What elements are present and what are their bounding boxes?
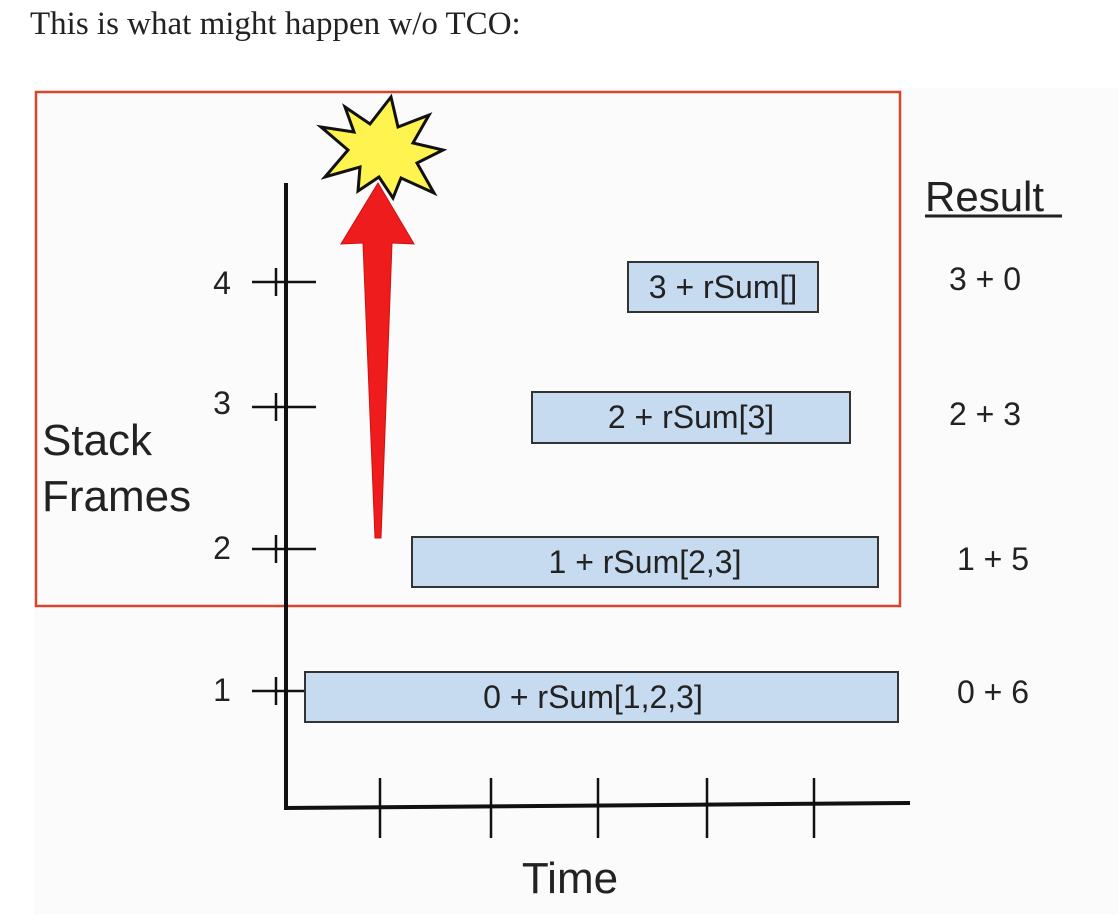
result-value-3: 2 + 3 [949,396,1021,432]
stack-frame-3: 2 + rSum[3] [531,391,851,444]
y-tick-label-4: 4 [213,265,231,301]
result-value-2: 1 + 5 [957,541,1029,577]
highlight-box [34,90,902,608]
stack-frame-label: 2 + rSum[3] [608,399,774,435]
red-up-arrow-icon [340,182,415,539]
result-value-1: 0 + 6 [957,674,1029,710]
y-tick-label-2: 2 [213,530,231,566]
explosion-burst-icon [316,93,448,202]
stack-frame-box [304,671,899,723]
y-axis-label-line2: Frames [42,472,191,521]
figure-background [34,88,1118,914]
result-value-4: 3 + 0 [949,261,1021,297]
x-ticks [378,778,816,838]
y-tick-label-3: 3 [213,385,231,421]
stack-frame-label: 1 + rSum[2,3] [549,544,742,580]
stack-frame-box [627,261,819,313]
result-header: Result [925,173,1044,220]
x-axis-label: Time [522,854,618,903]
stack-frame-box [411,536,879,588]
stack-frame-box [531,391,851,444]
stack-frame-4: 3 + rSum[] [627,261,819,313]
stack-frame-2: 1 + rSum[2,3] [411,536,879,588]
y-tick-label-1: 1 [213,672,231,708]
stack-frame-1: 0 + rSum[1,2,3] [304,671,899,723]
caption: This is what might happen w/o TCO: [30,6,521,42]
y-axis-label-line1: Stack [42,416,153,465]
stack-frame-label: 0 + rSum[1,2,3] [483,679,703,715]
stack-frame-label: 3 + rSum[] [649,269,798,305]
